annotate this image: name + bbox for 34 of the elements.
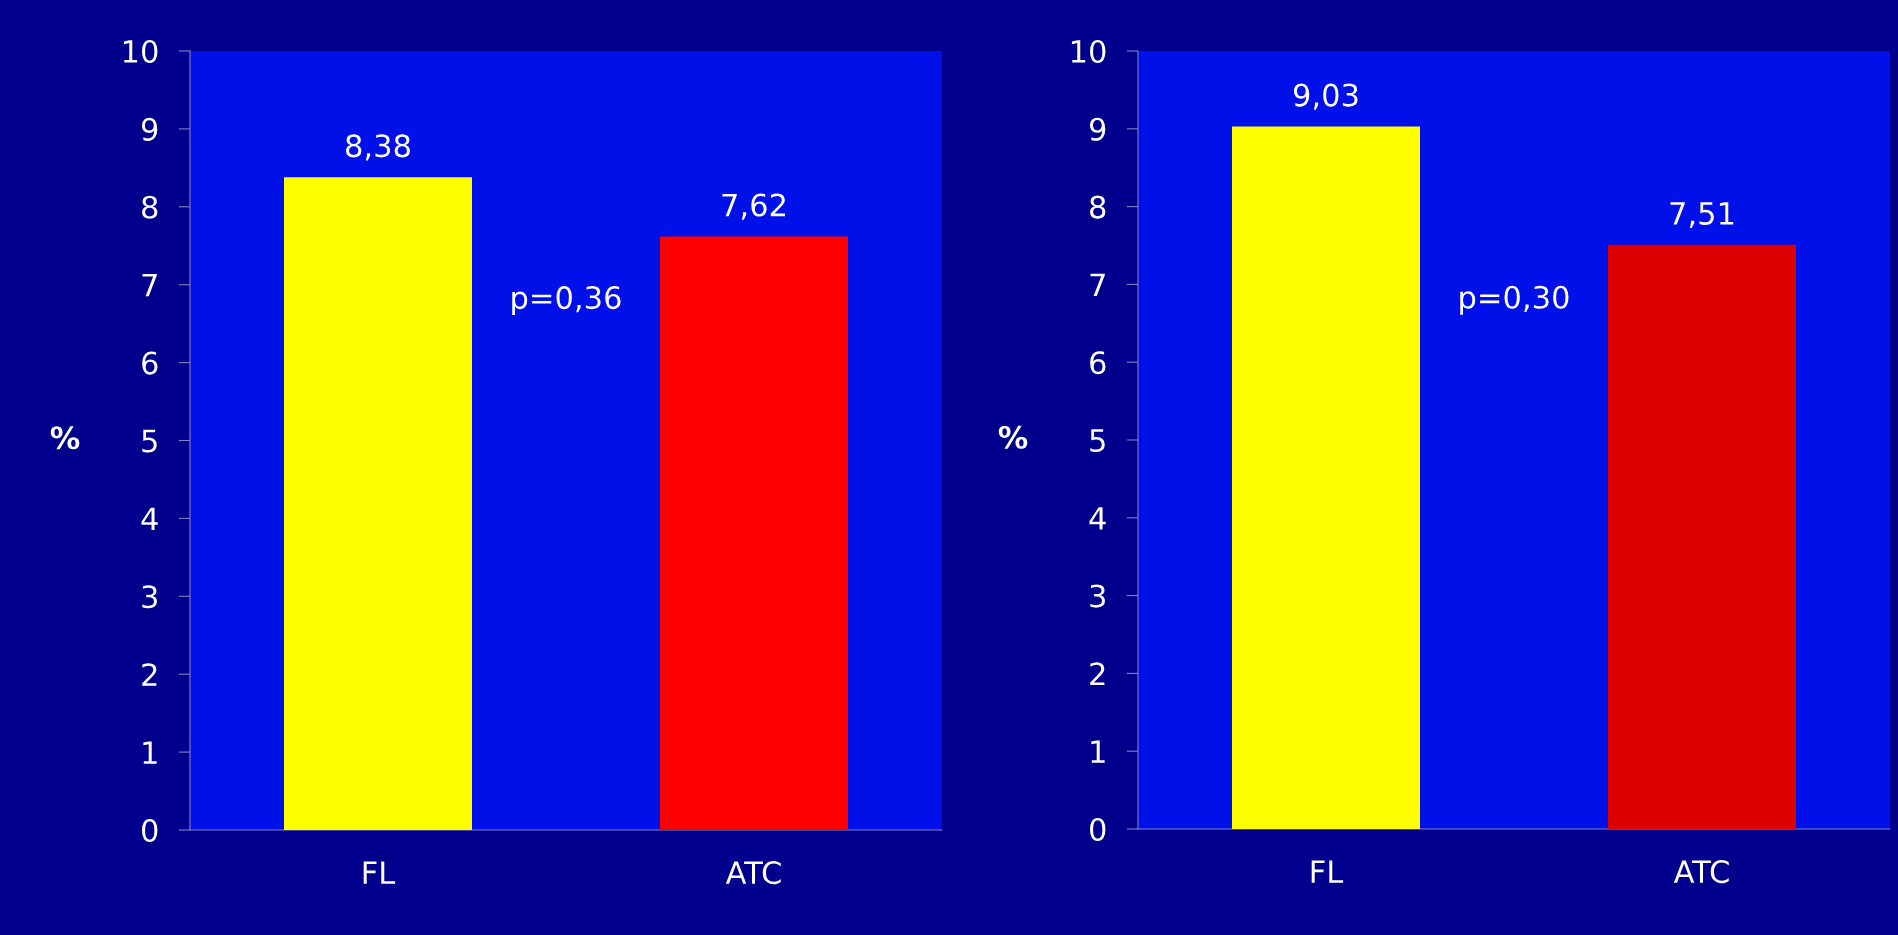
y-tick-label: 2 (1090, 662, 1105, 686)
y-tick-label: 2 (142, 663, 157, 686)
annotation: p=0,30 (1460, 285, 1569, 315)
data-label: 7,51 (1670, 202, 1734, 229)
y-tick-label: 6 (142, 351, 158, 375)
annotation: p=0,36 (512, 286, 621, 316)
y-tick-label: 7 (1090, 273, 1105, 297)
data-label: 8,38 (346, 134, 410, 161)
data-label: 7,62 (722, 193, 785, 220)
x-tick-label: ATC (725, 861, 781, 885)
y-tick-label: 1 (1091, 740, 1105, 763)
y-tick-label: 9 (141, 117, 158, 141)
y-tick-label: 3 (142, 585, 157, 609)
y-tick-label: 9 (1089, 117, 1106, 141)
y-tick-label: 3 (1090, 584, 1105, 608)
y-tick-label: 4 (1089, 507, 1106, 530)
y-tick-label: 5 (1090, 429, 1105, 453)
data-label: 9,03 (1293, 83, 1358, 110)
y-tick-label: 0 (1090, 817, 1106, 842)
y-tick-label: 7 (142, 274, 157, 297)
y-tick-label: 10 (123, 39, 158, 64)
y-tick-label: 0 (142, 818, 158, 843)
y-tick-label: 10 (1071, 39, 1106, 64)
y-axis-title: % (998, 425, 1028, 449)
x-tick-label: ATC (1673, 860, 1729, 884)
x-tick-label: FL (1311, 860, 1344, 883)
y-axis-title: % (50, 426, 80, 450)
y-tick-label: 6 (1090, 351, 1106, 375)
y-tick-label: 1 (143, 741, 157, 764)
x-tick-label: FL (363, 861, 396, 884)
y-tick-label: 8 (1090, 195, 1106, 219)
y-tick-label: 8 (142, 195, 158, 219)
y-tick-label: 4 (141, 507, 158, 531)
y-tick-label: 5 (142, 429, 157, 453)
